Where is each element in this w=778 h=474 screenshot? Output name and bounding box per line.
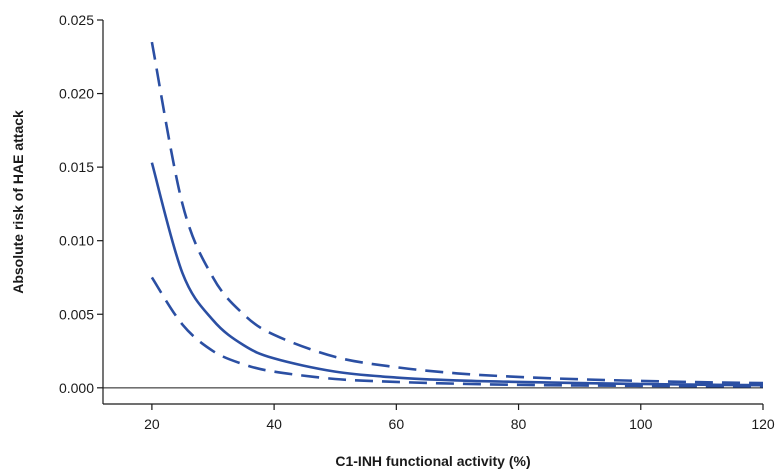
plot-area	[103, 41, 764, 389]
x-tick-label: 120	[751, 416, 775, 432]
x-tick-label: 40	[266, 416, 282, 432]
series-lower-ci-dashed	[150, 276, 764, 388]
y-tick-label: 0.000	[59, 380, 94, 396]
y-tick-label: 0.020	[59, 86, 94, 102]
axes: 0.000 0.005 0.010 0.015 0.020 0.025 20 40 60 80 10…	[59, 12, 775, 432]
x-tick-label: 80	[511, 416, 527, 432]
y-tick-label: 0.025	[59, 12, 94, 28]
x-tick-label: 100	[629, 416, 653, 432]
x-tick-label: 60	[389, 416, 405, 432]
y-axis-label: Absolute risk of HAE attack	[10, 110, 26, 294]
series-upper-ci-dashed	[150, 41, 764, 385]
y-tick-label: 0.010	[59, 233, 94, 249]
y-tick-label: 0.005	[59, 306, 94, 322]
x-axis-label: C1-INH functional activity (%)	[335, 453, 530, 469]
x-tick-label: 20	[144, 416, 160, 432]
series-estimate-solid	[150, 162, 764, 387]
y-tick-label: 0.015	[59, 159, 94, 175]
